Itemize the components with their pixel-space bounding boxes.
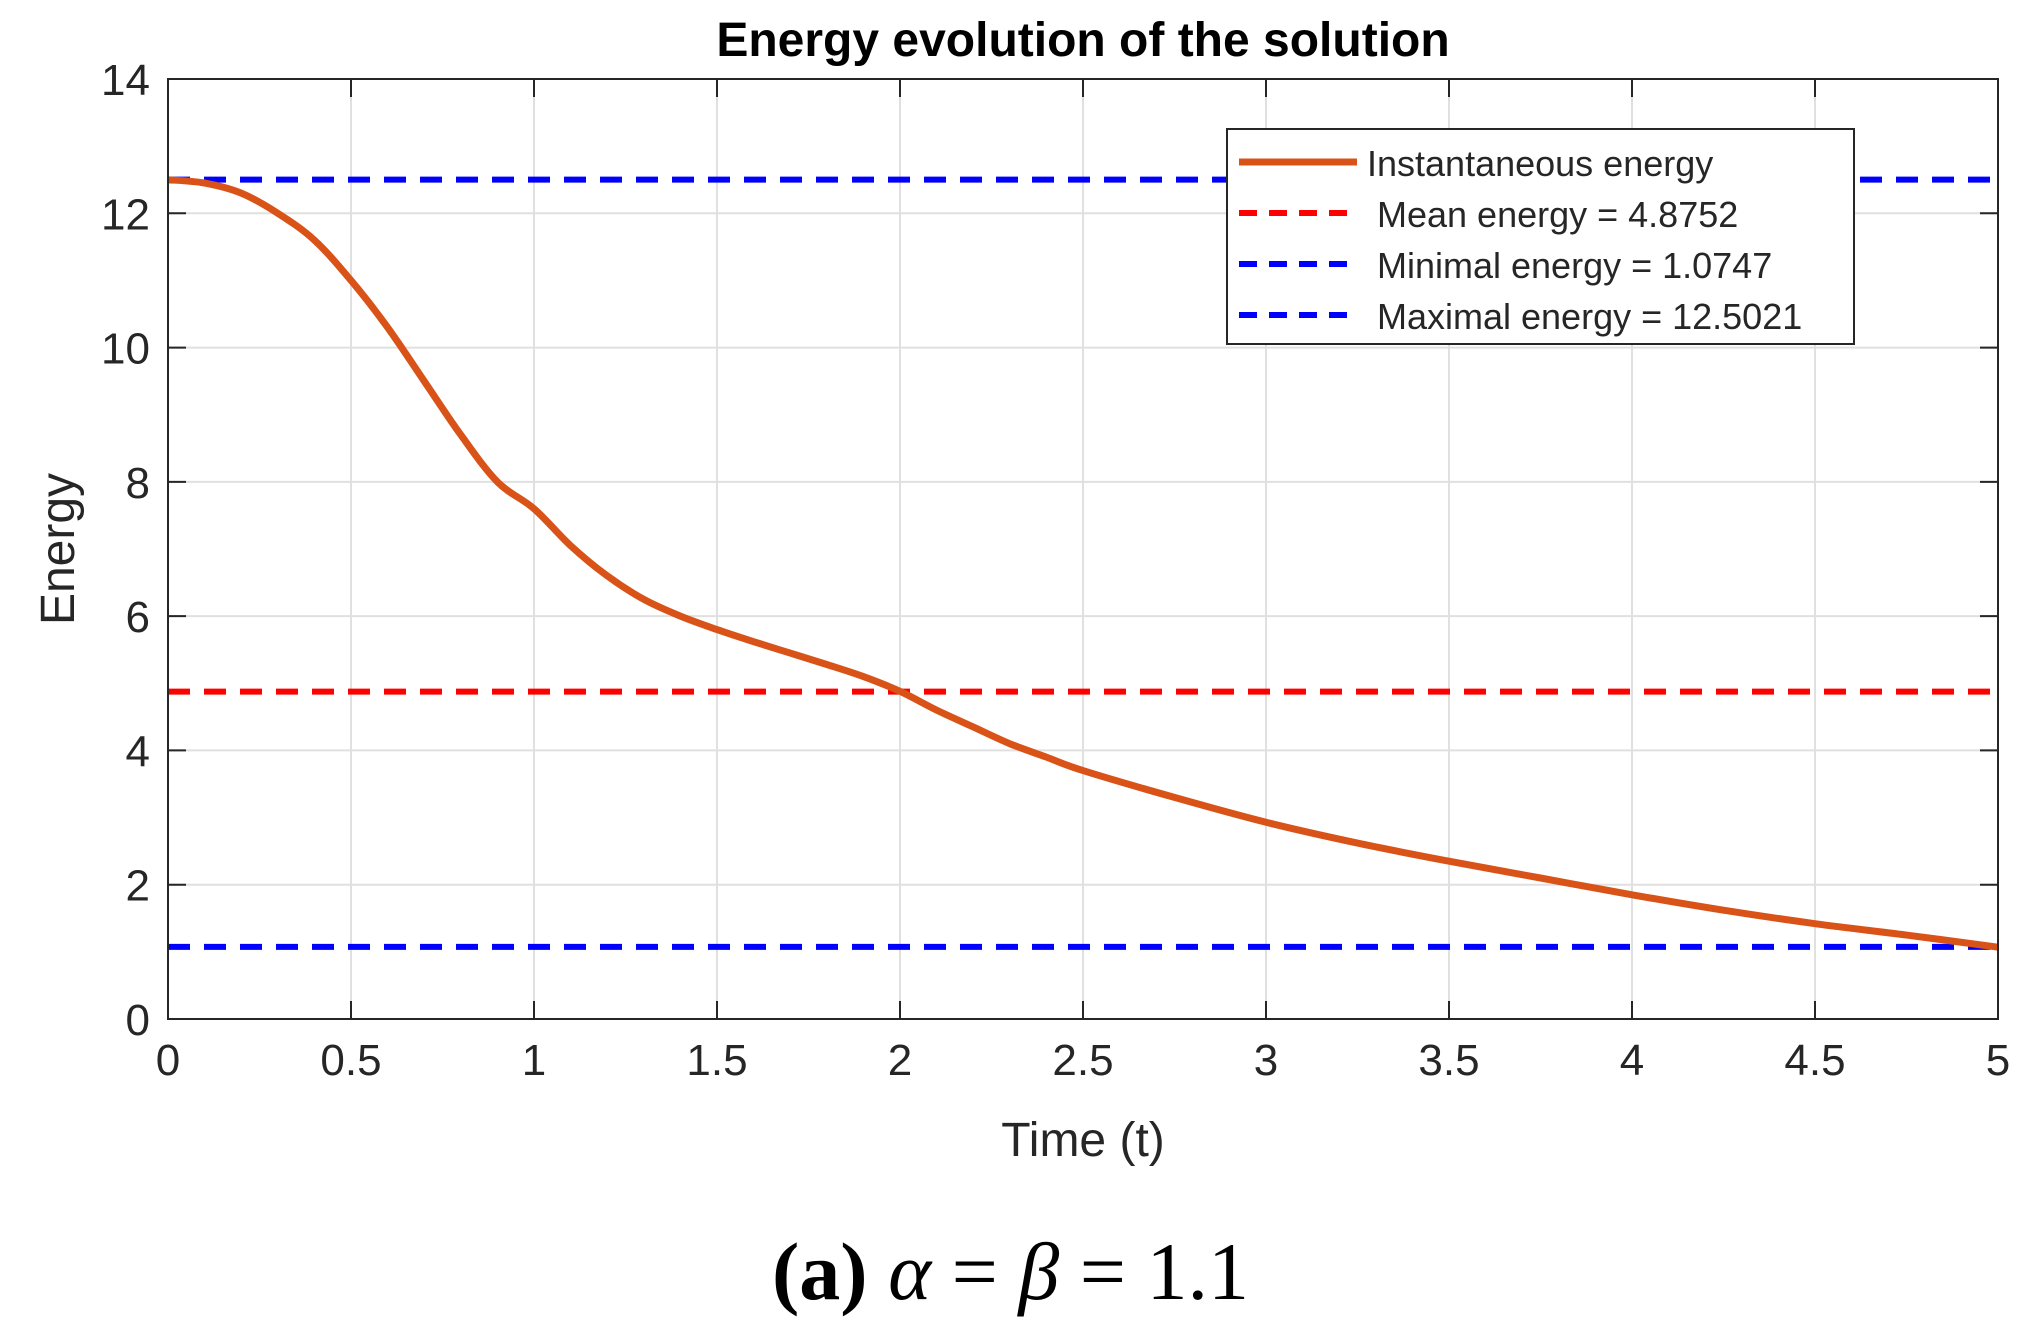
legend-label-2: Minimal energy = 1.0747	[1377, 245, 1772, 286]
caption-eq1: =	[951, 1226, 998, 1317]
x-tick-label: 4	[1620, 1036, 1644, 1085]
legend: Instantaneous energy Mean energy = 4.8752…	[1226, 128, 1855, 345]
y-tick-label: 0	[126, 996, 150, 1045]
x-tick-label: 3.5	[1418, 1036, 1479, 1085]
caption-value: 1.1	[1146, 1226, 1250, 1317]
legend-label-1: Mean energy = 4.8752	[1377, 194, 1738, 235]
series-line-0	[167, 176, 1999, 951]
y-tick-label: 14	[101, 56, 150, 105]
x-tick-label: 1.5	[686, 1036, 747, 1085]
x-tick-label: 2.5	[1052, 1036, 1113, 1085]
chart-title: Energy evolution of the solution	[716, 14, 1449, 67]
x-tick-label: 0	[156, 1036, 180, 1085]
x-tick-label: 4.5	[1784, 1036, 1845, 1085]
caption-eq2: =	[1079, 1226, 1126, 1317]
x-tick-label: 1	[522, 1036, 546, 1085]
y-tick-label: 4	[126, 727, 150, 776]
x-axis-label: Time (t)	[1001, 1114, 1165, 1167]
y-tick-label: 12	[101, 190, 150, 239]
y-tick-label: 6	[126, 593, 150, 642]
y-axis-label: Energy	[32, 473, 85, 625]
ticks: 0 0.5 1 1.5 2 2.5 3 3.5 4 4.5 5 0 2 4 6 8 10 12 14	[101, 56, 2010, 1085]
y-tick-label: 10	[101, 325, 150, 374]
figure-caption: (a) α = β = 1.1	[0, 1225, 2021, 1319]
x-tick-label: 0.5	[320, 1036, 381, 1085]
y-tick-label: 2	[126, 862, 150, 911]
x-tick-label: 3	[1254, 1036, 1278, 1085]
caption-beta: β	[1018, 1226, 1060, 1317]
y-tick-label: 8	[126, 459, 150, 508]
caption-label: (a)	[771, 1226, 868, 1317]
legend-label-3: Maximal energy = 12.5021	[1377, 296, 1802, 337]
legend-label-0: Instantaneous energy	[1367, 143, 1713, 184]
x-tick-label: 5	[1986, 1036, 2010, 1085]
caption-alpha: α	[888, 1226, 932, 1317]
caption-math: α = β = 1.1	[888, 1226, 1249, 1317]
x-tick-label: 2	[888, 1036, 912, 1085]
